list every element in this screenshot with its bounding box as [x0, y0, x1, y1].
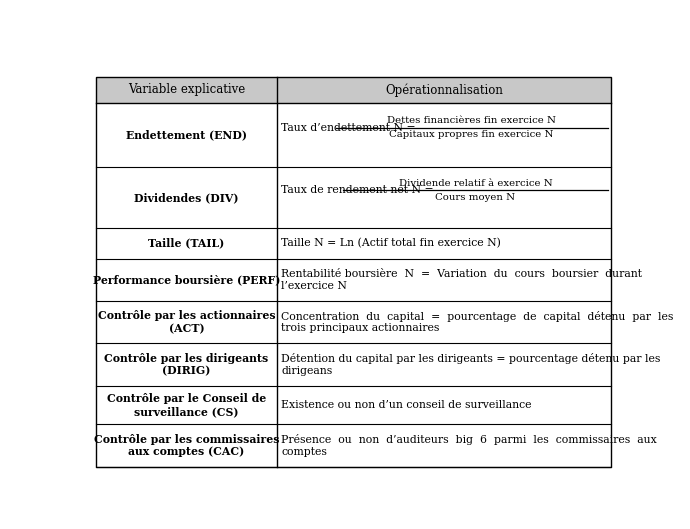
Text: Cours moyen N: Cours moyen N	[435, 193, 515, 202]
Text: Détention du capital par les dirigeants = pourcentage détenu par les
dirigeans: Détention du capital par les dirigeants …	[282, 353, 661, 376]
Text: Rentabilité boursière  N  =  Variation  du  cours  boursier  durant
l’exercice N: Rentabilité boursière N = Variation du c…	[282, 269, 642, 290]
Text: Endettement (END): Endettement (END)	[126, 130, 247, 141]
Text: Dividende relatif à exercice N: Dividende relatif à exercice N	[399, 179, 552, 188]
Bar	[96, 103, 611, 167]
Bar	[96, 386, 611, 424]
Bar	[96, 301, 611, 343]
Text: Taux d’endettement N =: Taux d’endettement N =	[282, 123, 420, 133]
Text: Taille N = Ln (Actif total fin exercice N): Taille N = Ln (Actif total fin exercice …	[282, 238, 502, 248]
Text: Variable explicative: Variable explicative	[128, 83, 245, 96]
Text: Opérationnalisation: Opérationnalisation	[386, 83, 503, 96]
Bar	[96, 77, 611, 103]
Text: Taille (TAIL): Taille (TAIL)	[148, 238, 225, 249]
Bar	[96, 424, 611, 467]
Text: Concentration  du  capital  =  pourcentage  de  capital  détenu  par  les
trois : Concentration du capital = pourcentage d…	[282, 311, 674, 333]
Text: Contrôle par les dirigeants
(DIRIG): Contrôle par les dirigeants (DIRIG)	[104, 353, 268, 377]
Text: Contrôle par les actionnaires
(ACT): Contrôle par les actionnaires (ACT)	[98, 310, 275, 334]
Bar	[96, 259, 611, 301]
Bar	[96, 167, 611, 227]
Text: Performance boursière (PERF): Performance boursière (PERF)	[93, 274, 280, 285]
Text: Présence  ou  non  d’auditeurs  big  6  parmi  les  commissaires  aux
comptes: Présence ou non d’auditeurs big 6 parmi …	[282, 434, 657, 457]
Text: Dividendes (DIV): Dividendes (DIV)	[135, 192, 239, 203]
Text: Dettes financières fin exercice N: Dettes financières fin exercice N	[387, 116, 556, 125]
Bar	[96, 343, 611, 386]
Text: Taux de rendement net N =: Taux de rendement net N =	[282, 185, 437, 195]
Text: Existence ou non d’un conseil de surveillance: Existence ou non d’un conseil de surveil…	[282, 400, 532, 410]
Text: Capitaux propres fin exercice N: Capitaux propres fin exercice N	[389, 130, 554, 139]
Text: Contrôle par le Conseil de
surveillance (CS): Contrôle par le Conseil de surveillance …	[107, 393, 266, 417]
Text: Contrôle par les commissaires
aux comptes (CAC): Contrôle par les commissaires aux compte…	[94, 434, 279, 458]
Bar	[96, 227, 611, 259]
